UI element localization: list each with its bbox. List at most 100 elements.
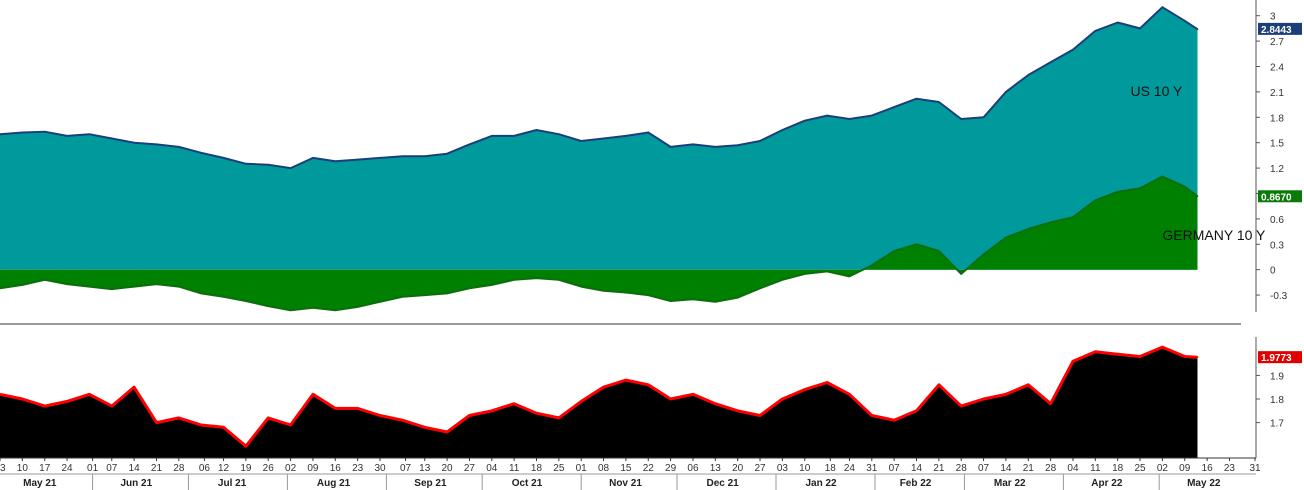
x-tick-label-56: 31 [1249,463,1261,474]
top-panel: 32.72.42.11.81.51.20.90.60.30-0.32.84430… [0,0,1302,325]
x-tick-label-40: 07 [889,463,901,474]
data-point-1-0-50 [1116,353,1119,356]
data-point-0-1-4 [88,285,91,288]
data-point-0-0-32 [714,146,717,148]
data-point-0-0-18 [401,155,404,157]
data-point-0-1-51 [1139,187,1141,190]
data-point-1-0-30 [669,398,672,400]
data-point-1-0-53 [1183,355,1186,358]
data-point-1-0-17 [379,414,381,417]
data-point-0-1-54 [1196,195,1199,198]
data-point-0-0-23 [513,135,515,137]
data-point-0-0-0 [0,133,1,135]
x-tick-label-41: 14 [911,463,923,474]
y-tick-label-1-1: 1.8 [1270,395,1284,406]
x-tick-label-19: 13 [419,463,431,474]
month-label-2: Jul 21 [218,478,247,489]
x-tick-label-28: 15 [620,463,632,474]
x-tick-label-10: 12 [218,463,230,474]
data-point-1-0-43 [960,405,962,407]
data-point-0-0-31 [692,143,694,146]
x-tick-label-14: 09 [307,463,319,474]
x-tick-label-48: 04 [1067,463,1079,474]
data-point-0-1-31 [692,298,694,301]
x-tick-label-29: 22 [643,463,655,474]
x-tick-label-35: 03 [777,463,789,474]
data-point-0-0-34 [759,140,761,142]
x-tick-label-4: 01 [87,463,99,474]
x-tick-label-44: 07 [978,463,990,474]
x-tick-label-20: 20 [442,463,454,474]
data-point-1-0-9 [200,424,202,426]
data-point-0-1-8 [178,285,180,288]
x-tick-label-24: 18 [531,463,543,474]
month-label-6: Nov 21 [609,478,642,489]
data-point-0-0-5 [111,137,113,140]
data-point-1-0-35 [781,398,784,400]
data-point-0-1-42 [938,250,940,252]
x-tick-label-12: 26 [263,463,275,474]
month-label-3: Aug 21 [317,478,351,489]
x-tick-label-38: 24 [844,463,856,474]
data-point-0-0-38 [848,118,851,120]
last-value-label-1-0: 1.9773 [1261,353,1292,364]
month-label-8: Jan 22 [805,478,837,489]
data-point-0-1-37 [826,270,828,273]
data-point-0-0-39 [871,114,873,117]
data-point-0-1-27 [602,290,605,292]
data-point-0-1-14 [312,307,314,309]
data-point-0-1-20 [446,292,448,295]
data-point-0-0-43 [960,118,962,120]
data-point-1-0-1 [21,398,24,400]
annotation-0-1: GERMANY 10 Y [1162,227,1266,243]
x-tick-label-1: 10 [17,463,29,474]
data-point-0-0-40 [893,106,895,108]
data-point-0-1-35 [781,279,784,281]
data-point-0-0-30 [669,146,672,148]
data-point-0-0-2 [43,130,46,133]
data-point-1-0-5 [111,405,113,407]
data-point-0-1-23 [513,279,515,281]
x-tick-label-36: 10 [799,463,811,474]
y-tick-label-0-10: 0 [1270,266,1276,277]
data-point-0-1-6 [133,285,135,288]
data-point-0-1-21 [468,287,471,290]
data-point-0-1-41 [915,243,918,246]
x-tick-label-54: 16 [1202,463,1214,474]
data-point-0-1-19 [423,294,426,296]
data-point-0-1-9 [200,292,202,295]
data-point-1-0-47 [1049,402,1052,405]
data-point-1-0-31 [692,393,694,396]
x-tick-label-26: 01 [576,463,588,474]
data-point-0-0-28 [625,135,627,137]
data-point-0-1-7 [155,283,158,285]
data-point-0-1-46 [1027,228,1030,230]
data-point-0-0-26 [580,140,582,142]
data-point-0-1-52 [1161,175,1164,178]
data-point-1-0-52 [1161,346,1164,348]
month-label-4: Sep 21 [414,478,447,489]
data-point-0-0-9 [200,152,202,154]
month-label-11: Apr 22 [1091,478,1123,489]
data-point-0-1-17 [379,301,381,303]
data-point-0-0-3 [66,135,68,137]
data-point-1-0-22 [491,410,493,412]
x-tick-label-45: 14 [1000,463,1012,474]
x-tick-label-25: 25 [553,463,565,474]
month-label-12: May 22 [1187,478,1221,489]
y-tick-label-0-3: 2.1 [1270,88,1284,99]
data-point-1-0-3 [66,400,68,403]
data-point-0-1-25 [558,279,560,281]
month-label-5: Oct 21 [512,478,543,489]
month-label-10: Mar 22 [994,478,1026,489]
x-tick-label-27: 08 [598,463,610,474]
data-point-0-0-8 [178,146,180,148]
data-point-1-0-48 [1072,360,1074,363]
data-point-0-1-5 [111,288,113,290]
data-point-0-0-14 [312,157,314,159]
x-tick-label-18: 07 [400,463,412,474]
series-area-0-1 [0,176,1198,311]
data-point-0-0-42 [938,101,940,103]
x-tick-label-5: 07 [106,463,118,474]
